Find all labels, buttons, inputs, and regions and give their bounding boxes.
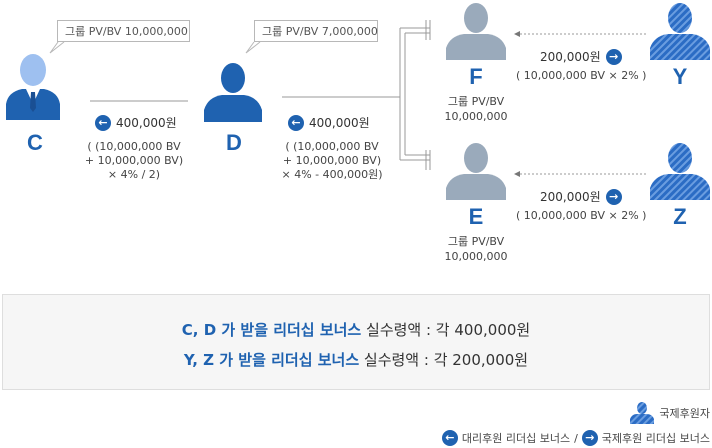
arrow-right-icon: → (605, 188, 622, 205)
legend-agent-bonus-label: 대리후원 리더십 보너스 (461, 432, 571, 445)
transfer-y-to-f-amount: 200,000원 (540, 50, 601, 64)
transfer-d-to-c-amount: 400,000원 (116, 116, 177, 130)
legend-international-sponsor: 국제후원자 (629, 402, 710, 424)
person-d-icon (204, 63, 262, 122)
summary-line-2-rest: 실수령액 : 각 200,000원 (359, 351, 529, 369)
node-label-c: C (27, 130, 43, 155)
summary-line-1-rest: 실수령액 : 각 400,000원 (361, 321, 531, 339)
bubble-tail-d (245, 41, 261, 54)
node-label-e: E (468, 204, 484, 229)
striped-person-icon (630, 402, 655, 424)
person-c-icon (6, 54, 60, 120)
legend-separator: / (574, 431, 578, 445)
node-label-d: D (226, 130, 242, 155)
transfer-fe-to-d-amount: 400,000원 (309, 116, 370, 130)
legend-bonus: ← 대리후원 리더십 보너스 / → 국제후원 리더십 보너스 (441, 430, 710, 446)
transfer-z-to-e: 200,000원 → (540, 188, 622, 205)
transfer-fe-to-d: ← 400,000원 (288, 114, 370, 131)
transfer-y-to-f: 200,000원 → (540, 48, 622, 65)
group-pv-bubble-d: 그룹 PV/BV 7,000,000 (254, 20, 378, 42)
summary-box: C, D 가 받을 리더십 보너스 실수령액 : 각 400,000원 Y, Z… (2, 294, 710, 390)
transfer-z-to-e-amount: 200,000원 (540, 190, 601, 204)
summary-line-2-highlight: Y, Z 가 받을 리더십 보너스 (183, 351, 360, 369)
calc-line: + 10,000,000 BV) (282, 154, 382, 167)
arrow-left-icon: ← (95, 114, 111, 131)
group-pv-f: 그룹 PV/BV 10,000,000 (440, 94, 512, 124)
transfer-z-to-e-calc: ( 10,000,000 BV × 2% ) (516, 209, 647, 222)
group-pv-e: 그룹 PV/BV 10,000,000 (440, 234, 512, 264)
calc-line: ( (10,000,000 BV (87, 140, 181, 153)
legend-international-sponsor-label: 국제후원자 (659, 407, 710, 420)
person-f-icon (446, 3, 506, 60)
group-pv-f-line1: 그룹 PV/BV (447, 95, 505, 108)
node-label-y: Y (672, 64, 688, 89)
group-pv-f-line2: 10,000,000 (444, 110, 508, 123)
person-y-icon (650, 3, 710, 60)
connector-lines (90, 20, 648, 177)
transfer-y-to-f-calc: ( 10,000,000 BV × 2% ) (516, 69, 647, 82)
group-pv-bubble-c: 그룹 PV/BV 10,000,000 (57, 20, 190, 42)
calc-line: × 4% / 2) (107, 168, 161, 181)
bubble-tail-c (49, 41, 65, 54)
summary-line-1-highlight: C, D 가 받을 리더십 보너스 (181, 321, 362, 339)
summary-line-2: Y, Z 가 받을 리더십 보너스 실수령액 : 각 200,000원 (3, 349, 709, 370)
transfer-d-to-c: ← 400,000원 (95, 114, 177, 131)
arrow-left-icon: ← (288, 114, 304, 131)
arrow-left-icon: ← (441, 430, 458, 446)
arrow-right-icon: → (581, 430, 598, 446)
arrow-right-icon: → (605, 48, 622, 65)
calc-line: ( (10,000,000 BV (285, 140, 379, 153)
group-pv-e-line1: 그룹 PV/BV (447, 235, 505, 248)
node-label-f: F (469, 64, 483, 89)
person-z-icon (650, 143, 710, 200)
calc-line: × 4% - 400,000원) (281, 168, 383, 181)
node-label-z: Z (673, 204, 687, 229)
calc-line: + 10,000,000 BV) (84, 154, 184, 167)
transfer-d-to-c-calc: ( (10,000,000 BV + 10,000,000 BV) × 4% /… (82, 140, 186, 182)
person-e-icon (446, 143, 506, 200)
transfer-fe-to-d-calc: ( (10,000,000 BV + 10,000,000 BV) × 4% -… (276, 140, 388, 182)
legend-international-bonus-label: 국제후원 리더십 보너스 (601, 432, 710, 445)
summary-line-1: C, D 가 받을 리더십 보너스 실수령액 : 각 400,000원 (3, 319, 709, 340)
group-pv-e-line2: 10,000,000 (444, 250, 508, 263)
